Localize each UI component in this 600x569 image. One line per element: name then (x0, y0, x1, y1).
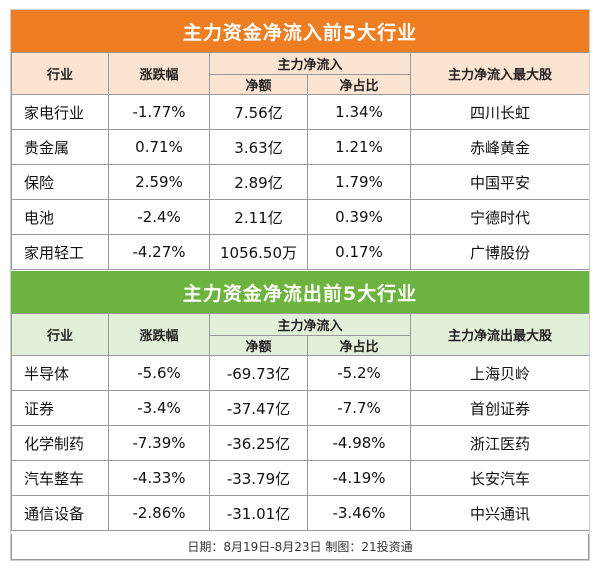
net-cell: 1056.50万 (209, 234, 308, 270)
industry-cell: 贵金属 (11, 129, 109, 165)
change-cell: -4.27% (108, 234, 210, 270)
net-cell: -37.47亿 (209, 390, 308, 426)
ratio-cell: 1.21% (306, 129, 412, 165)
header-change: 涨跌幅 (108, 52, 210, 95)
header-group: 主力净流入 (208, 52, 412, 75)
net-cell: -31.01亿 (209, 495, 308, 531)
net-cell: 2.89亿 (209, 164, 308, 200)
table-row: 半导体 -5.6% -69.73亿 -5.2% 上海贝岭 (11, 355, 591, 391)
net-cell: -33.79亿 (209, 460, 308, 496)
net-cell: -36.25亿 (209, 425, 308, 461)
table-row: 家电行业 -1.77% 7.56亿 1.34% 四川长虹 (11, 94, 591, 130)
change-cell: -4.33% (108, 460, 210, 496)
stock-cell: 赤峰黄金 (410, 129, 591, 165)
change-cell: 2.59% (108, 164, 210, 200)
industry-cell: 汽车整车 (11, 460, 109, 496)
inflow-title: 主力资金净流入前5大行业 (11, 10, 589, 52)
ratio-cell: -3.46% (306, 495, 412, 531)
net-cell: -69.73亿 (209, 355, 308, 391)
ratio-cell: 1.79% (306, 164, 412, 200)
table-row: 保险 2.59% 2.89亿 1.79% 中国平安 (11, 164, 591, 200)
footer-note: 日期：8月19日-8月23日 制图：21投资通 (11, 534, 589, 560)
change-cell: -1.77% (108, 94, 210, 130)
stock-cell: 浙江医药 (410, 425, 591, 461)
industry-cell: 证券 (11, 390, 109, 426)
header-change: 涨跌幅 (108, 313, 210, 356)
header-industry: 行业 (11, 52, 109, 95)
table-row: 家用轻工 -4.27% 1056.50万 0.17% 广博股份 (11, 234, 591, 270)
change-cell: -5.6% (108, 355, 210, 391)
stock-cell: 长安汽车 (410, 460, 591, 496)
stock-cell: 四川长虹 (410, 94, 591, 130)
table-row: 汽车整车 -4.33% -33.79亿 -4.19% 长安汽车 (11, 460, 591, 496)
industry-cell: 家用轻工 (11, 234, 109, 270)
stock-cell: 首创证券 (410, 390, 591, 426)
ratio-cell: -4.98% (306, 425, 412, 461)
header-ratio: 净占比 (306, 335, 412, 356)
header-group: 主力净流入 (208, 313, 412, 336)
stock-cell: 中兴通讯 (410, 495, 591, 531)
header-top-stock: 主力净流出最大股 (410, 313, 591, 356)
industry-cell: 电池 (11, 199, 109, 235)
ratio-cell: 0.39% (306, 199, 412, 235)
table-row: 贵金属 0.71% 3.63亿 1.21% 赤峰黄金 (11, 129, 591, 165)
change-cell: -2.4% (108, 199, 210, 235)
ratio-cell: -4.19% (306, 460, 412, 496)
industry-cell: 化学制药 (11, 425, 109, 461)
table-row: 通信设备 -2.86% -31.01亿 -3.46% 中兴通讯 (11, 495, 591, 531)
table-row: 化学制药 -7.39% -36.25亿 -4.98% 浙江医药 (11, 425, 591, 461)
stock-cell: 中国平安 (410, 164, 591, 200)
industry-cell: 家电行业 (11, 94, 109, 130)
net-cell: 2.11亿 (209, 199, 308, 235)
table-row: 证券 -3.4% -37.47亿 -7.7% 首创证券 (11, 390, 591, 426)
net-cell: 3.63亿 (209, 129, 308, 165)
change-cell: -7.39% (108, 425, 210, 461)
stock-cell: 广博股份 (410, 234, 591, 270)
industry-cell: 通信设备 (11, 495, 109, 531)
header-industry: 行业 (11, 313, 109, 356)
header-net: 净额 (209, 335, 308, 356)
industry-cell: 半导体 (11, 355, 109, 391)
ratio-cell: 1.34% (306, 94, 412, 130)
change-cell: -2.86% (108, 495, 210, 531)
header-net: 净额 (209, 74, 308, 95)
ratio-cell: -7.7% (306, 390, 412, 426)
industry-cell: 保险 (11, 164, 109, 200)
outflow-title: 主力资金净流出前5大行业 (11, 271, 589, 313)
stock-cell: 上海贝岭 (410, 355, 591, 391)
outflow-table: 行业 涨跌幅 主力净流入 主力净流出最大股 净额 净占比 半导体 -5.6% -… (11, 313, 591, 531)
change-cell: 0.71% (108, 129, 210, 165)
inflow-table: 行业 涨跌幅 主力净流入 主力净流入最大股 净额 净占比 家电行业 -1.77%… (11, 52, 591, 270)
stock-cell: 宁德时代 (410, 199, 591, 235)
ratio-cell: -5.2% (306, 355, 412, 391)
change-cell: -3.4% (108, 390, 210, 426)
ratio-cell: 0.17% (306, 234, 412, 270)
header-ratio: 净占比 (306, 74, 412, 95)
net-cell: 7.56亿 (209, 94, 308, 130)
table-row: 电池 -2.4% 2.11亿 0.39% 宁德时代 (11, 199, 591, 235)
header-top-stock: 主力净流入最大股 (410, 52, 591, 95)
